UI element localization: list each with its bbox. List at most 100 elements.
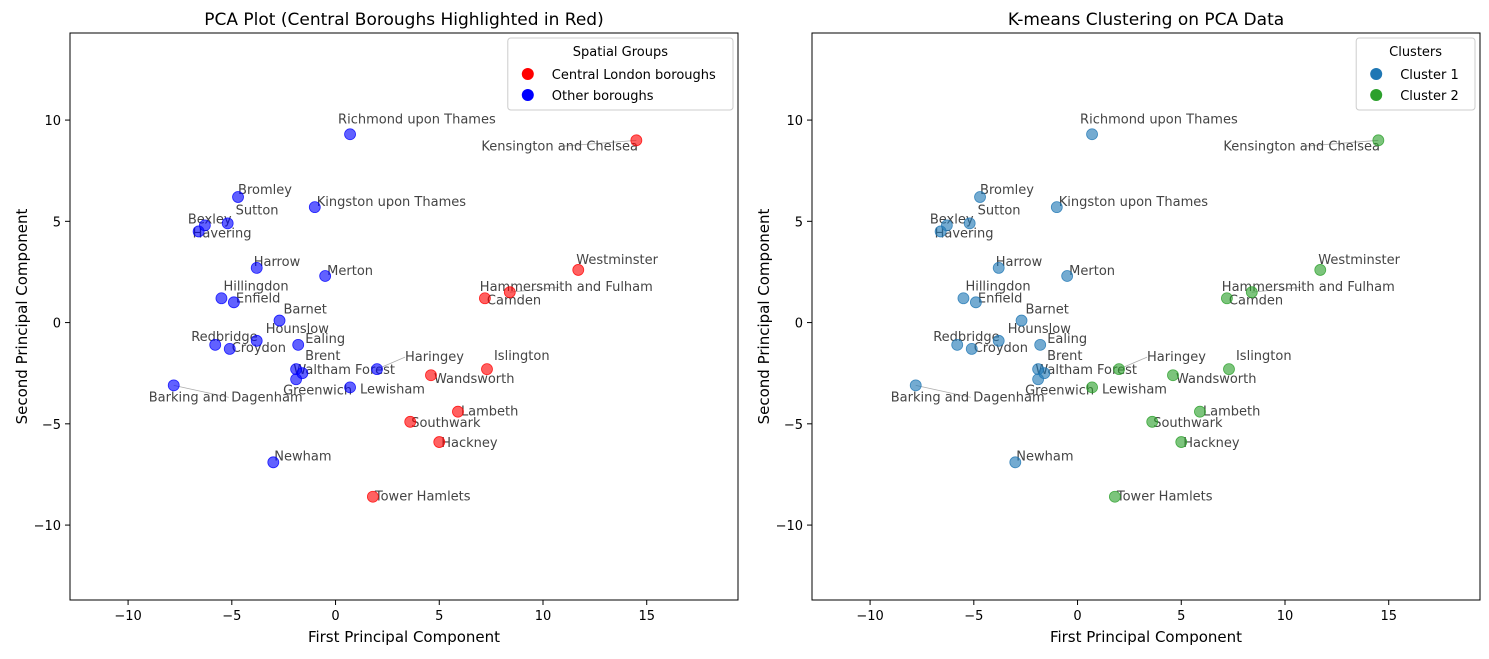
data-point [344,128,356,141]
data-point-label: Lambeth [1203,405,1260,420]
data-point-label: Wandsworth [1176,372,1257,387]
legend-box [1355,37,1476,111]
data-point [957,292,970,305]
axes-frame [69,32,739,601]
legend-marker [521,68,534,80]
y-tick-label: −5 [784,418,803,433]
data-point [1223,363,1235,376]
data-point-label: Wandsworth [434,372,515,387]
chart-title: PCA Plot (Central Boroughs Highlighted i… [204,10,603,30]
data-point [223,342,236,355]
y-axis-label: Second Principal Component [13,209,31,425]
legend-label: Cluster 1 [1400,68,1459,83]
data-point [433,436,446,448]
data-point-label: Southwark [1153,416,1223,431]
legend: Spatial Groups Central London boroughs Oth… [507,37,734,111]
data-point [232,191,244,203]
data-point [209,338,222,351]
label-leader-line [915,384,971,398]
data-point [1032,373,1045,386]
data-point [344,381,356,394]
data-point-label: Barking and Dagenham [149,390,303,405]
legend: Clusters Cluster 1 Cluster 2 [1355,37,1476,111]
data-point [481,363,493,376]
data-point-label: Redbridge [191,330,257,345]
y-tick-label: 10 [786,114,803,129]
data-point [308,201,321,214]
legend-label: Other boroughs [552,89,654,104]
data-point-label: Tower Hamlets [1116,490,1213,505]
data-point [1061,270,1074,282]
data-point [227,296,240,309]
data-point [909,379,922,392]
data-point-label: Ealing [1047,332,1087,347]
x-tick-label: −10 [856,609,883,624]
data-point-label: Newham [274,449,331,464]
data-point-label: Croydon [974,341,1028,356]
data-point-label: Bexley [188,212,232,227]
data-point-label: Enfield [978,291,1023,306]
data-point-label: Redbridge [933,330,999,345]
data-point-label: Haringey [405,350,464,365]
data-point [292,338,305,351]
chart-panel-1: PCA Plot (Central Boroughs Highlighted i… [13,10,739,646]
x-tick-label: −10 [114,609,141,624]
chart-title: K-means Clustering on PCA Data [1008,10,1284,30]
data-point-label: Sutton [236,203,279,218]
data-point-label: Lewisham [360,382,425,397]
data-point [319,270,332,282]
data-point-label: Greenwich [1025,383,1094,398]
x-axis-label: First Principal Component [308,628,500,646]
legend-marker [521,89,534,101]
legend-label: Central London boroughs [552,68,716,83]
data-point-label: Westminster [576,253,658,268]
data-point-label: Harrow [254,255,301,270]
data-point [992,261,1005,274]
data-point-label: Hammersmith and Fulham [480,280,653,295]
data-point [1086,381,1098,394]
label-leader-line [1303,139,1379,147]
legend-box [507,37,734,111]
data-point-label: Croydon [232,341,286,356]
y-axis-label: Second Principal Component [755,209,773,425]
data-point-label: Hackney [1183,436,1240,451]
y-tick-label: −10 [776,519,803,534]
x-tick-label: 10 [535,609,552,624]
data-point-label: Brent [1047,349,1082,364]
label-leader-line [561,139,637,147]
data-point-label: Hammersmith and Fulham [1222,280,1395,295]
data-point [1108,490,1121,503]
data-point [1050,201,1063,214]
data-point-label: Waltham Forest [1035,363,1137,378]
point-labels: Richmond upon Thames Kensington and Chels… [891,112,1401,504]
data-point [167,379,180,392]
point-labels: Richmond upon Thames Kensington and Chels… [149,112,659,504]
data-points [167,128,643,503]
data-point-label: Islington [494,349,550,364]
data-point-label: Newham [1016,449,1073,464]
data-point [1194,405,1206,418]
data-point [250,334,263,347]
data-point [992,334,1005,347]
legend-title: Spatial Groups [573,45,668,60]
y-tick-label: 0 [795,317,803,332]
data-point-label: Harrow [996,255,1043,270]
x-tick-label: 5 [435,609,443,624]
data-point-label: Bromley [238,183,292,198]
data-point [452,405,464,418]
legend-label: Cluster 2 [1400,89,1459,104]
data-point [963,217,976,230]
data-point [215,292,228,305]
data-point-label: Merton [1069,264,1115,279]
data-point-label: Hillingdon [223,279,288,294]
label-leader-line [173,384,229,398]
data-point-label: Islington [1236,349,1292,364]
data-point [1245,286,1258,299]
x-tick-label: 0 [331,609,339,624]
data-point [1015,314,1028,327]
data-point-label: Hillingdon [965,279,1030,294]
y-tick-label: 5 [53,215,61,230]
data-point-label: Enfield [236,291,281,306]
data-point [1314,264,1327,276]
